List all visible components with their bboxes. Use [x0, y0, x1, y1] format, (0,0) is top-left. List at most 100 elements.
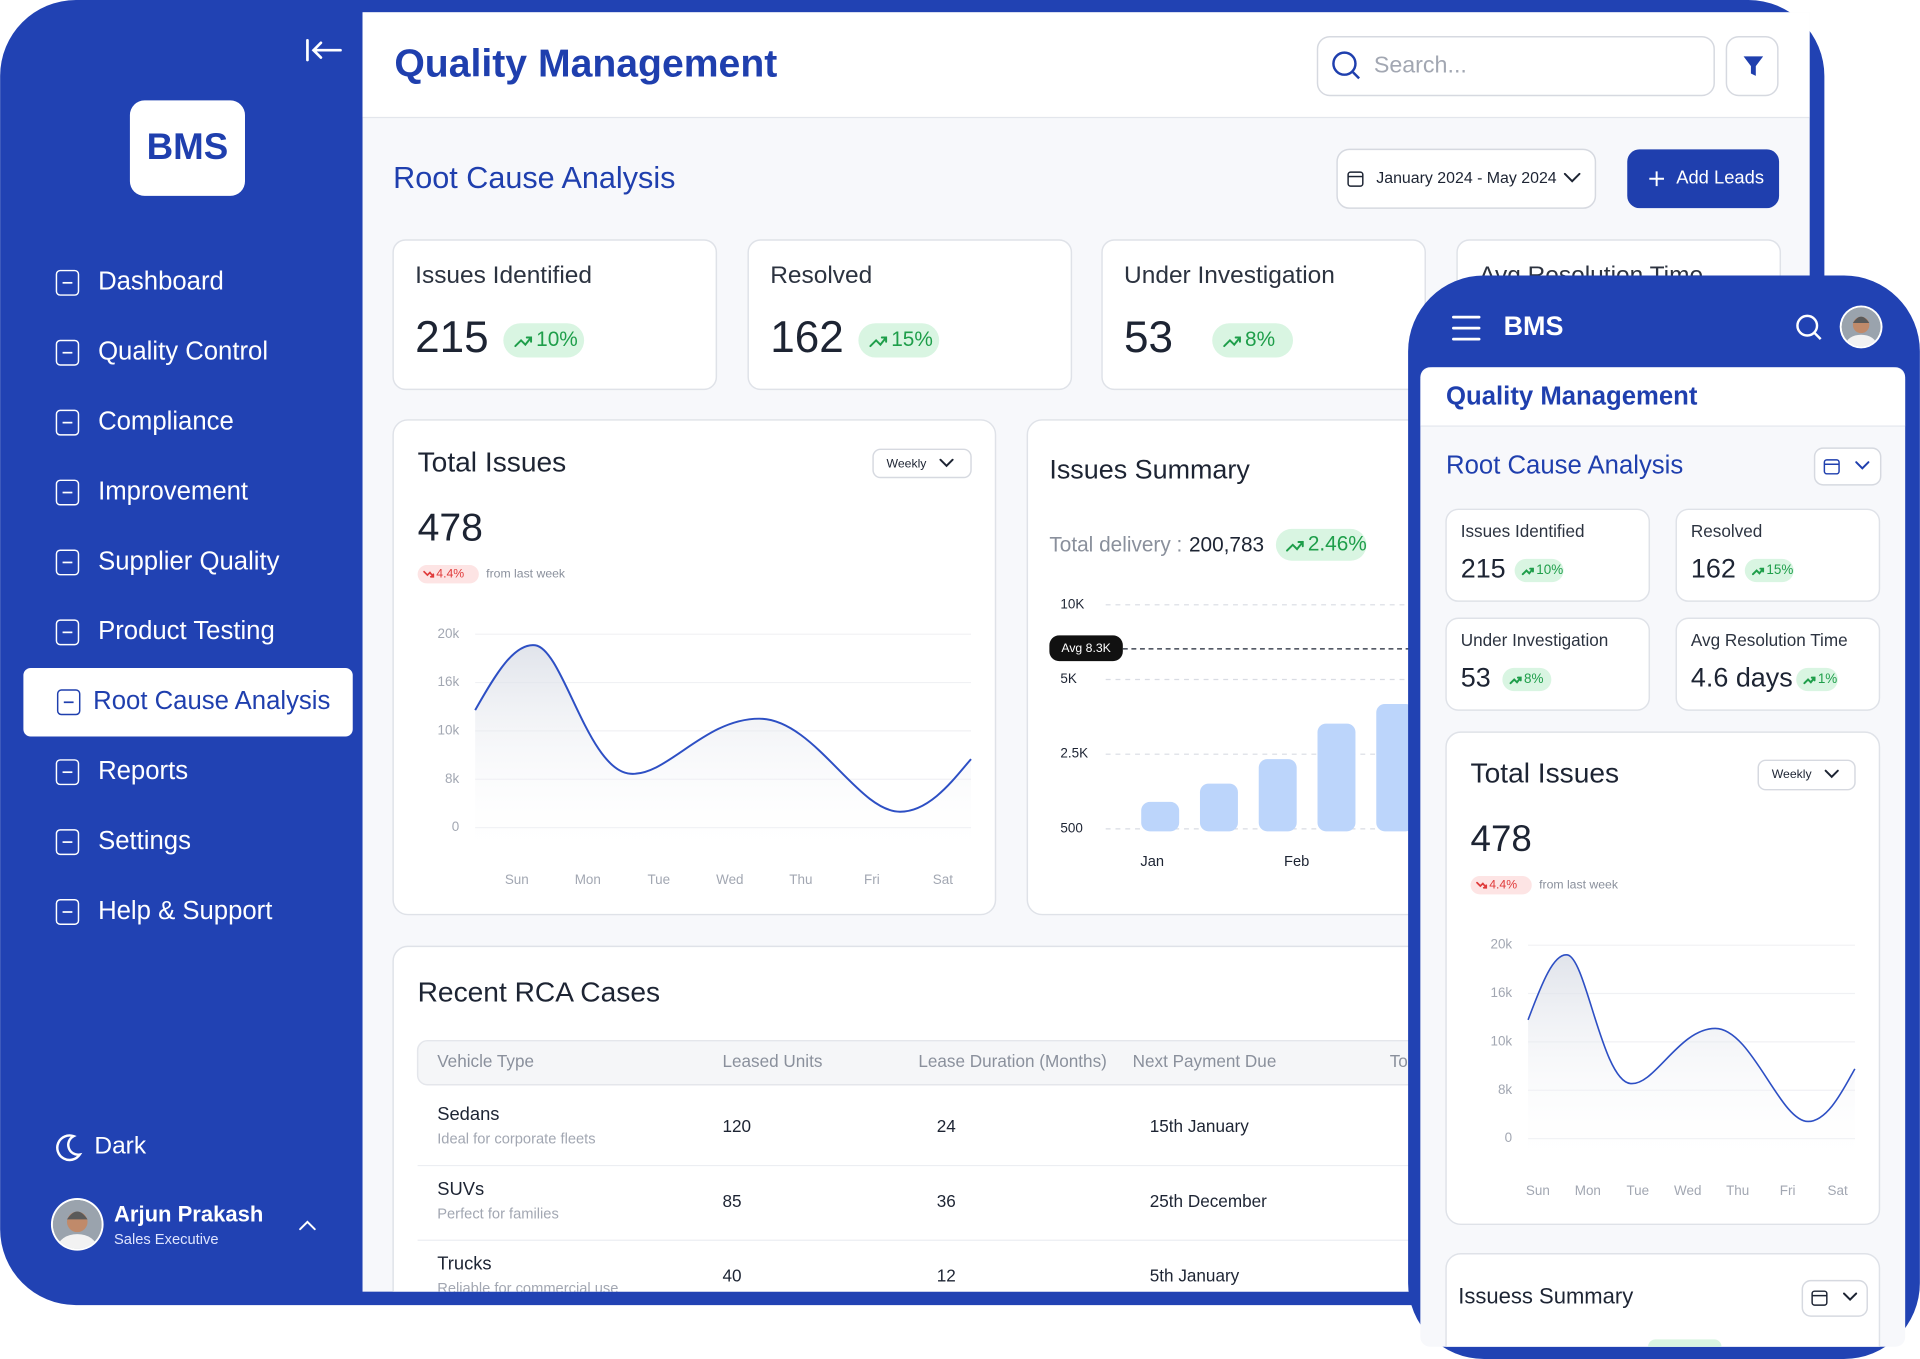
trend-icon: [1803, 676, 1816, 685]
kpi-value: 215: [415, 313, 489, 362]
trend-icon: [1751, 567, 1765, 576]
nav-active-bg: [23, 667, 353, 737]
next-payment: 5th January: [1150, 1266, 1240, 1286]
nav-icon: [55, 619, 80, 646]
y-tick-label: 10K: [1060, 596, 1084, 611]
nav-item[interactable]: Dashboard: [55, 268, 224, 296]
search-placeholder: Search...: [1374, 51, 1467, 77]
x-tick-label: Sun: [505, 872, 529, 887]
total-value: 200,783: [1189, 534, 1264, 557]
add-leads-button[interactable]: [1627, 149, 1780, 209]
kpi-card-bg: [747, 239, 1073, 391]
column-header: Lease Duration (Months): [918, 1051, 1106, 1071]
nav-icon: [56, 689, 81, 716]
column-header: Next Payment Due: [1133, 1051, 1277, 1071]
change-text: 15%: [891, 328, 933, 351]
phone: BMS: [1452, 305, 1883, 349]
date-button[interactable]: [1801, 1279, 1868, 1317]
nav-item[interactable]: Product Testing: [55, 617, 275, 646]
period-dropdown[interactable]: [1757, 759, 1856, 791]
chevron: [1824, 769, 1839, 779]
change-text: 1%: [1818, 671, 1837, 686]
moon-icon[interactable]: [56, 1134, 83, 1162]
nav-item[interactable]: Reports: [55, 757, 188, 786]
kpi-value: 53: [1124, 313, 1173, 362]
kpi-card: Under Investigation 53 8%: [1101, 239, 1426, 391]
date-range-button[interactable]: [1336, 148, 1597, 209]
kpi-value: 215: [1461, 554, 1506, 584]
change-badge: [417, 565, 479, 584]
nav-item[interactable]: Help & Support: [55, 897, 272, 925]
kpi-card: Issues Identified 215 10%: [392, 239, 718, 391]
nav-label: Quality Control: [98, 338, 268, 366]
nav-item[interactable]: Supplier Quality: [55, 547, 280, 576]
change-note: from last week: [1539, 877, 1619, 891]
bar: [1199, 783, 1238, 832]
y-tick-label: 20k: [438, 626, 460, 641]
avatar-image: [1841, 307, 1881, 347]
total-value: 478: [418, 506, 483, 549]
calendar-icon: [1811, 1290, 1828, 1306]
x-tick-label: Sun: [1526, 1183, 1550, 1198]
x-tick-label: Jan: [1140, 854, 1164, 870]
x-tick-label: Tue: [647, 872, 670, 887]
collapse-icon[interactable]: [306, 39, 342, 62]
kpi-label: Avg Resolution Time: [1691, 630, 1848, 650]
next-payment: 15th January: [1150, 1116, 1249, 1136]
phone-body: Quality Management Root Cause Analysis Iss…: [1420, 367, 1906, 1347]
add-leads-label: Add Leads: [1676, 167, 1764, 188]
theme-toggle[interactable]: Dark: [94, 1133, 146, 1160]
total-value: 478: [1471, 818, 1532, 859]
avatar-hair: [66, 1211, 88, 1220]
x-tick-label: Feb: [1284, 854, 1309, 870]
bar: [1258, 759, 1297, 832]
leased-units: 120: [722, 1116, 751, 1136]
period-dropdown[interactable]: [872, 448, 972, 479]
x-tick-label: Sat: [933, 872, 953, 887]
avg-tag: [1049, 635, 1123, 662]
y-tick-label: 10k: [1490, 1033, 1512, 1048]
total-label: Total delivery :: [1049, 534, 1182, 557]
chevron: [1563, 172, 1581, 183]
nav-item[interactable]: Settings: [55, 827, 191, 856]
change-text: 8%: [1245, 328, 1275, 351]
nav-item[interactable]: Root Cause Analysis: [23, 667, 353, 737]
vehicle-note: Reliable for commercial use: [437, 1281, 618, 1297]
trend-icon: [1509, 676, 1522, 685]
chevron: [299, 1220, 316, 1231]
change-text: 15%: [1766, 562, 1793, 577]
user-role: Sales Executive: [114, 1232, 219, 1248]
date-button[interactable]: [1813, 447, 1882, 486]
x-tick-label: Wed: [1674, 1183, 1701, 1198]
change-badge: [503, 323, 585, 358]
kpi-card: Under Investigation 53 8%: [1445, 617, 1651, 711]
nav-label: Dashboard: [98, 268, 224, 296]
avatar-image: [52, 1199, 102, 1249]
kpi-label: Issues Identified: [1461, 521, 1585, 541]
nav-label: Reports: [98, 757, 188, 785]
nav-icon: [55, 759, 80, 786]
nav-item[interactable]: Quality Control: [55, 338, 268, 366]
change-badge: [858, 323, 940, 358]
nav-item[interactable]: Compliance: [55, 407, 234, 436]
nav-icon: [55, 269, 80, 296]
x-tick-label: Mon: [575, 872, 601, 887]
change-text: 4.4%: [436, 566, 464, 580]
trend-icon: [1476, 881, 1488, 889]
nav-item[interactable]: Improvement: [55, 477, 248, 506]
y-tick-label: 16k: [1490, 985, 1512, 1000]
page-title: Root Cause Analysis: [393, 161, 675, 195]
trend-icon: [1521, 567, 1534, 576]
nav-icon: [55, 829, 80, 856]
logo-text: BMS: [147, 126, 229, 167]
search-box[interactable]: [1316, 35, 1715, 97]
user-name: Arjun Prakash: [114, 1202, 263, 1227]
avatar-body: [57, 1234, 97, 1249]
bar: [1317, 723, 1356, 832]
chart-shape: [1528, 955, 1855, 1171]
trend-line: [474, 644, 972, 813]
kpi-card-bg: [392, 239, 718, 391]
kpi-card: Avg Resolution Time 4.6 days 1%: [1675, 617, 1881, 711]
search-icon[interactable]: [1796, 314, 1819, 337]
search-icon: [1332, 51, 1357, 76]
